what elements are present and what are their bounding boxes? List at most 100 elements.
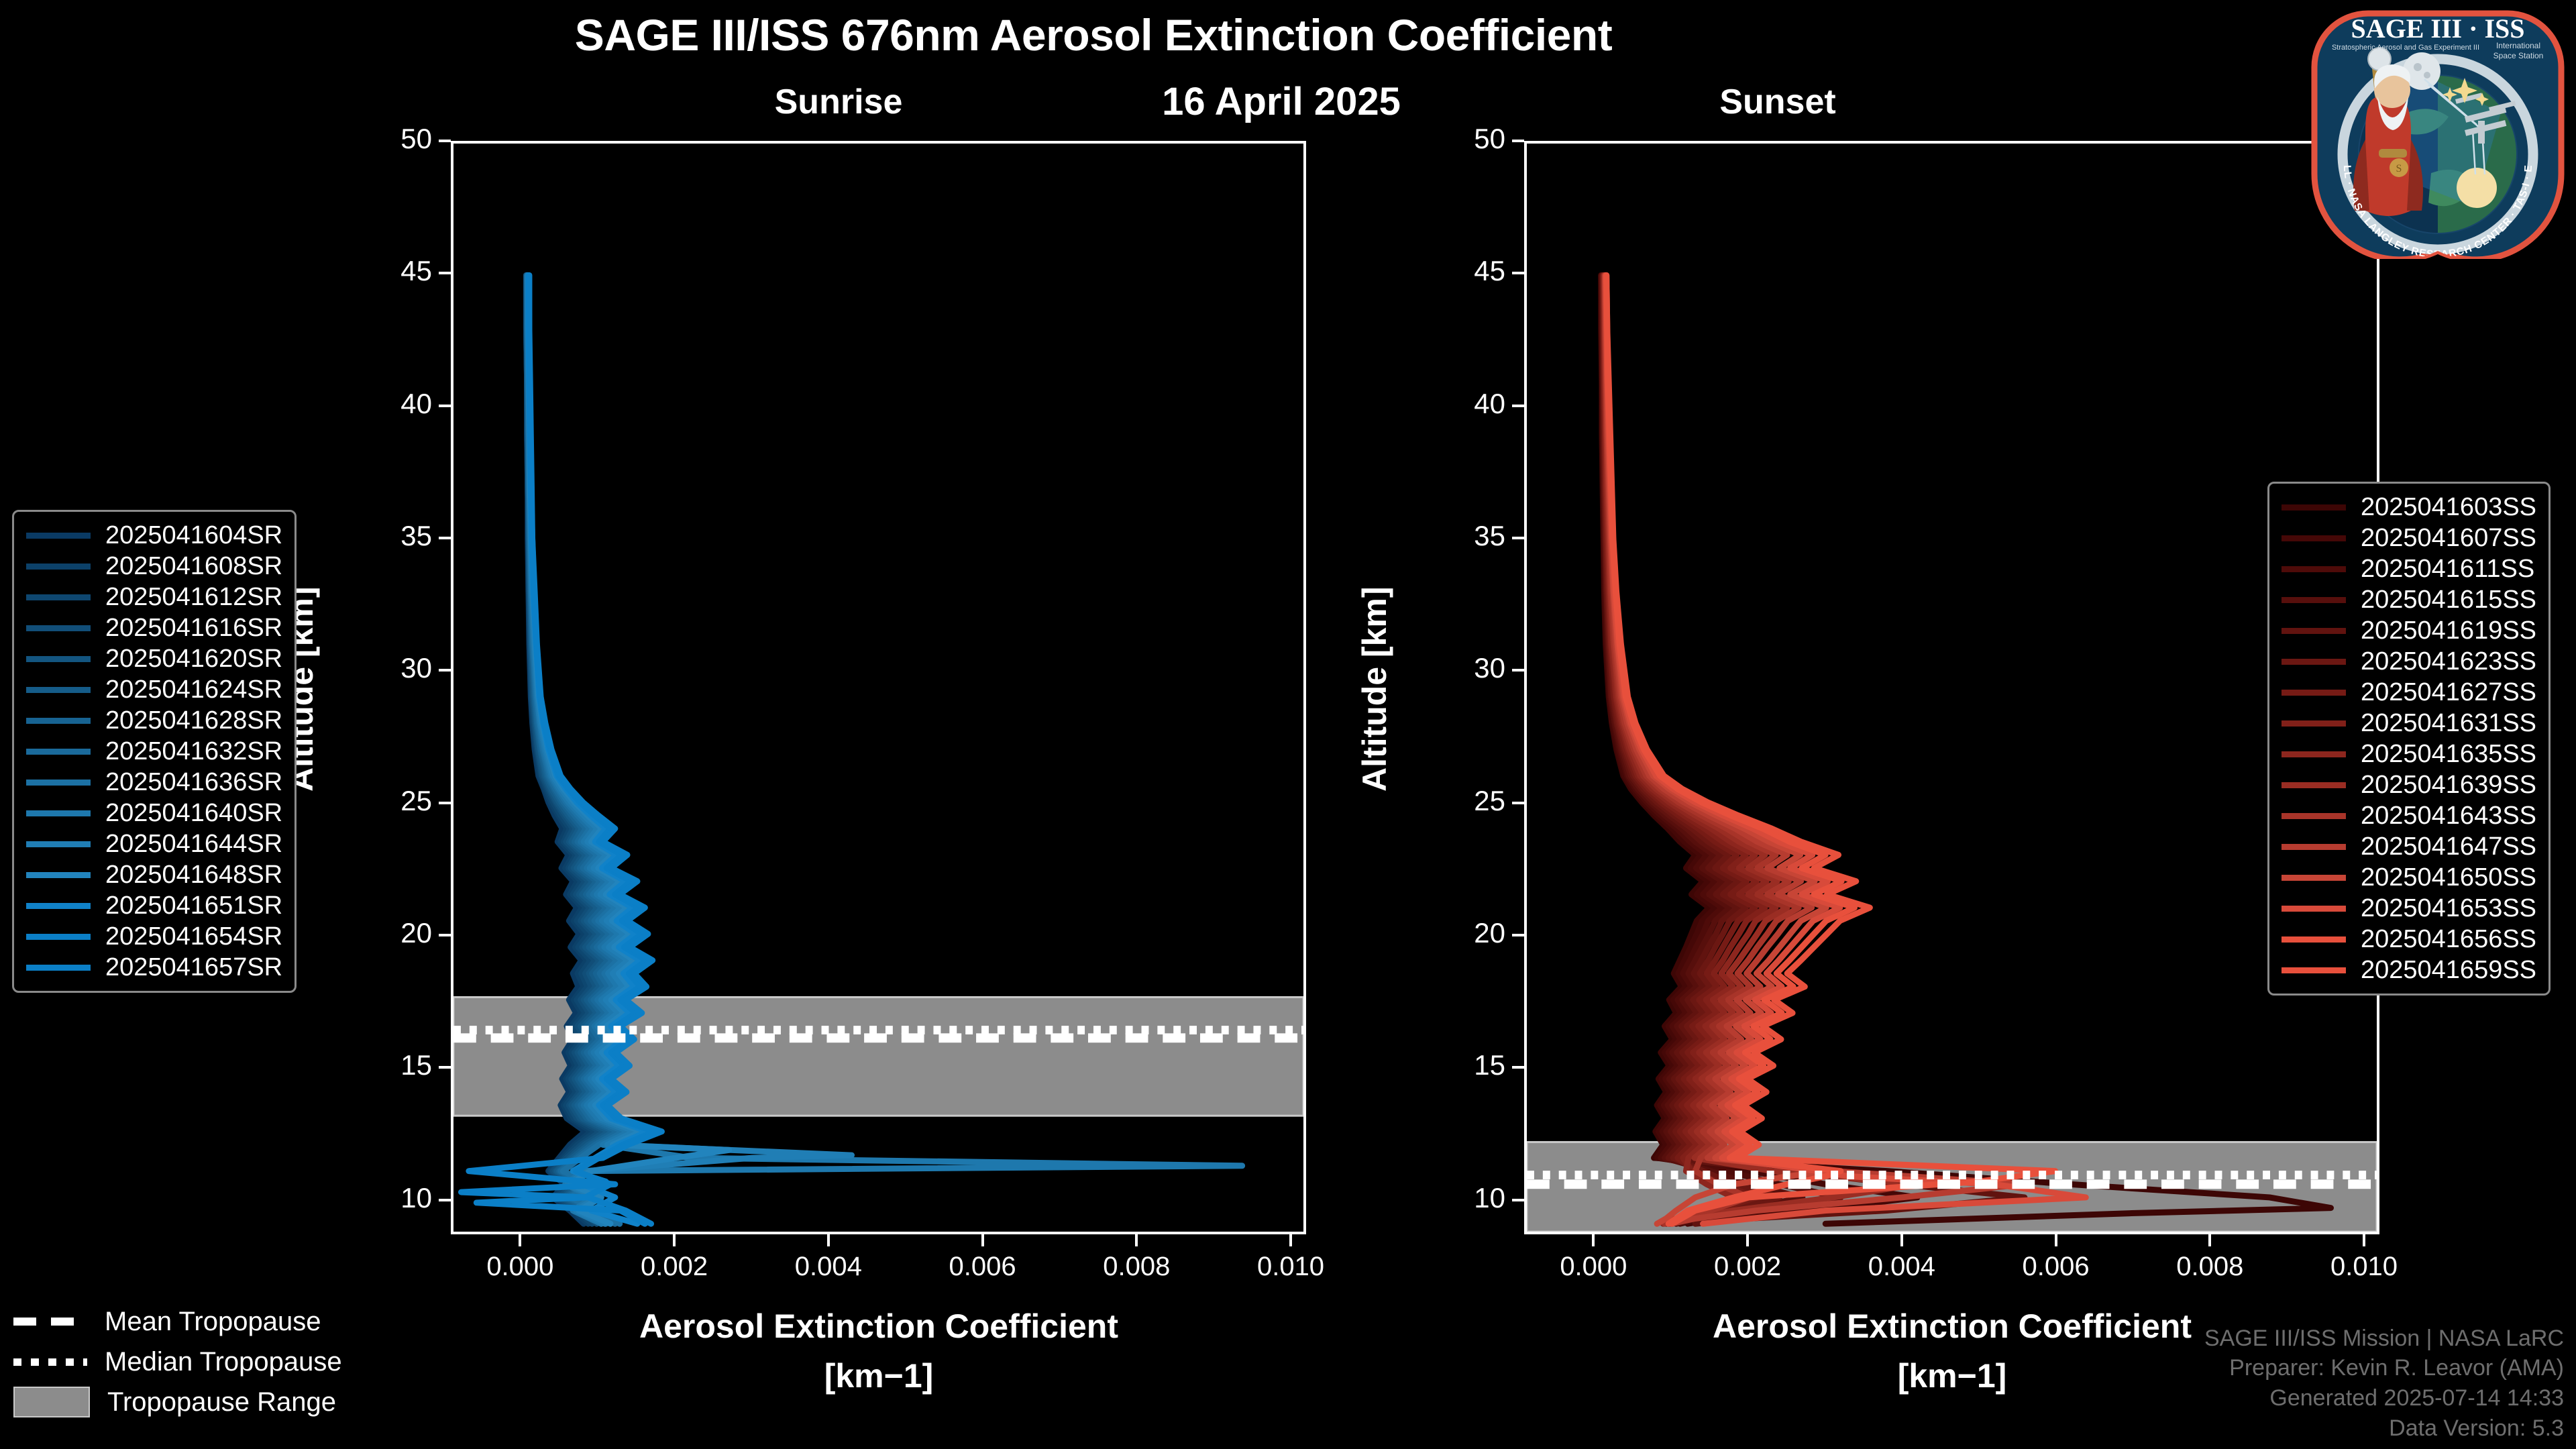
- sunset-legend-item[interactable]: 2025041650SS: [2282, 862, 2536, 893]
- legend-event-label: 2025041616SR: [105, 613, 283, 642]
- x-tick-mark: [1135, 1234, 1138, 1246]
- sunset-legend-item[interactable]: 2025041656SS: [2282, 924, 2536, 955]
- sunrise-legend-item[interactable]: 2025041651SR: [26, 890, 282, 921]
- profile-line: [1603, 272, 2059, 1227]
- legend-event-label: 2025041648SR: [105, 860, 283, 889]
- sunrise-legend-item[interactable]: 2025041654SR: [26, 921, 282, 952]
- legend-color-swatch: [26, 902, 91, 909]
- sunrise-legend-item[interactable]: 2025041640SR: [26, 798, 282, 828]
- sunset-legend-item[interactable]: 2025041653SS: [2282, 893, 2536, 924]
- legend-event-label: 2025041608SR: [105, 551, 283, 580]
- legend-event-label: 2025041651SR: [105, 891, 283, 920]
- legend-event-label: 2025041654SR: [105, 922, 283, 951]
- profile-line: [458, 272, 665, 1227]
- tropopause-legend: Mean Tropopause Median Tropopause Tropop…: [13, 1301, 342, 1422]
- sunrise-legend-item[interactable]: 2025041604SR: [26, 520, 282, 551]
- y-tick-mark: [439, 537, 451, 539]
- sunrise-legend: 2025041604SR 2025041608SR 2025041612SR 2025…: [12, 510, 297, 993]
- sunset-legend-item[interactable]: 2025041639SS: [2282, 769, 2536, 800]
- legend-event-label: 2025041620SR: [105, 644, 283, 673]
- sunrise-legend-item[interactable]: 2025041657SR: [26, 952, 282, 983]
- y-tick-mark: [1512, 801, 1524, 804]
- x-tick-label: 0.002: [641, 1252, 708, 1281]
- y-tick-mark: [1512, 1198, 1524, 1201]
- sunrise-legend-item[interactable]: 2025041636SR: [26, 767, 282, 798]
- x-tick-mark: [826, 1234, 830, 1246]
- x-tick-mark: [1900, 1234, 1903, 1246]
- y-tick-label: 25: [1474, 784, 1505, 816]
- x-tick-mark: [519, 1234, 522, 1246]
- sunset-panel-title: Sunset: [1719, 83, 1836, 121]
- sunrise-legend-item[interactable]: 2025041632SR: [26, 736, 282, 767]
- y-tick-mark: [439, 404, 451, 407]
- sunrise-x-axis-units: [km−1]: [824, 1357, 934, 1395]
- legend-event-label: 2025041603SS: [2361, 492, 2537, 521]
- x-tick-mark: [1289, 1234, 1293, 1246]
- sunrise-legend-item[interactable]: 2025041628SR: [26, 705, 282, 736]
- patch-title: SAGE III · ISS: [2351, 13, 2524, 44]
- sunset-legend-item[interactable]: 2025041603SS: [2282, 492, 2536, 523]
- legend-color-swatch: [2282, 720, 2346, 727]
- credits-line-mission: SAGE III/ISS Mission | NASA LaRC: [2204, 1325, 2564, 1351]
- sunset-legend-item[interactable]: 2025041647SS: [2282, 831, 2536, 862]
- y-tick-label: 40: [400, 387, 432, 419]
- y-tick-label: 50: [400, 123, 432, 154]
- date-title: 16 April 2025: [1162, 80, 1401, 123]
- legend-event-label: 2025041650SS: [2361, 863, 2537, 892]
- legend-event-label: 2025041635SS: [2361, 739, 2537, 768]
- sunrise-legend-item[interactable]: 2025041620SR: [26, 643, 282, 674]
- sunset-legend-item[interactable]: 2025041615SS: [2282, 584, 2536, 615]
- sunrise-legend-item[interactable]: 2025041648SR: [26, 859, 282, 890]
- legend-event-label: 2025041636SR: [105, 767, 283, 796]
- sunset-legend-item[interactable]: 2025041619SS: [2282, 615, 2536, 646]
- legend-event-label: 2025041624SR: [105, 675, 283, 704]
- x-tick-label: 0.000: [486, 1252, 554, 1281]
- sunrise-legend-item[interactable]: 2025041644SR: [26, 828, 282, 859]
- x-tick-mark: [2054, 1234, 2057, 1246]
- sunrise-legend-item[interactable]: 2025041624SR: [26, 674, 282, 705]
- sunset-legend-item[interactable]: 2025041643SS: [2282, 800, 2536, 831]
- sunrise-legend-item[interactable]: 2025041612SR: [26, 582, 282, 612]
- sunset-legend-item[interactable]: 2025041607SS: [2282, 523, 2536, 553]
- y-tick-mark: [1512, 140, 1524, 142]
- y-tick-label: 10: [400, 1181, 432, 1214]
- x-tick-label: 0.010: [2330, 1252, 2398, 1281]
- x-tick-label: 0.004: [1868, 1252, 1935, 1281]
- y-tick-mark: [439, 934, 451, 937]
- legend-color-swatch: [2282, 905, 2346, 912]
- legend-color-swatch: [26, 717, 91, 724]
- sunrise-x-axis-label: Aerosol Extinction Coefficient: [639, 1307, 1118, 1345]
- legend-item-median-tropopause: Median Tropopause: [13, 1342, 342, 1382]
- sunset-legend-item[interactable]: 2025041611SS: [2282, 553, 2536, 584]
- credits-line-preparer: Preparer: Kevin R. Leavor (AMA): [2229, 1355, 2564, 1381]
- y-tick-label: 35: [1474, 520, 1505, 551]
- legend-color-swatch: [26, 594, 91, 600]
- sunset-legend: 2025041603SS 2025041607SS 2025041611SS 2025…: [2267, 482, 2551, 996]
- sunset-legend-item[interactable]: 2025041659SS: [2282, 955, 2536, 985]
- sunset-legend-item[interactable]: 2025041627SS: [2282, 677, 2536, 708]
- sunset-legend-item[interactable]: 2025041635SS: [2282, 739, 2536, 769]
- shaded-band-icon: [13, 1387, 90, 1417]
- dotted-line-icon: [13, 1358, 87, 1366]
- y-tick-label: 10: [1474, 1181, 1505, 1214]
- sunset-legend-item[interactable]: 2025041631SS: [2282, 708, 2536, 739]
- sunset-legend-item[interactable]: 2025041623SS: [2282, 646, 2536, 677]
- legend-color-swatch: [2282, 566, 2346, 572]
- x-tick-mark: [1746, 1234, 1750, 1246]
- legend-color-swatch: [2282, 689, 2346, 696]
- legend-event-label: 2025041631SS: [2361, 708, 2537, 737]
- legend-event-label: 2025041615SS: [2361, 585, 2537, 614]
- sunrise-legend-item[interactable]: 2025041616SR: [26, 612, 282, 643]
- y-tick-label: 20: [1474, 917, 1505, 949]
- x-tick-mark: [1592, 1234, 1595, 1246]
- legend-event-label: 2025041639SS: [2361, 770, 2537, 799]
- sage-iii-iss-mission-patch: S BALL · NASA LANGLEY RESEARCH CENTER · …: [2311, 10, 2565, 259]
- legend-color-swatch: [26, 933, 91, 940]
- sunrise-legend-item[interactable]: 2025041608SR: [26, 551, 282, 582]
- x-tick-label: 0.008: [1103, 1252, 1171, 1281]
- y-tick-label: 15: [1474, 1049, 1505, 1081]
- sunset-profile-svg: [1527, 272, 2377, 1232]
- legend-color-swatch: [2282, 627, 2346, 634]
- sunset-plot-area: [1524, 141, 2379, 1234]
- legend-event-label: 2025041632SR: [105, 737, 283, 765]
